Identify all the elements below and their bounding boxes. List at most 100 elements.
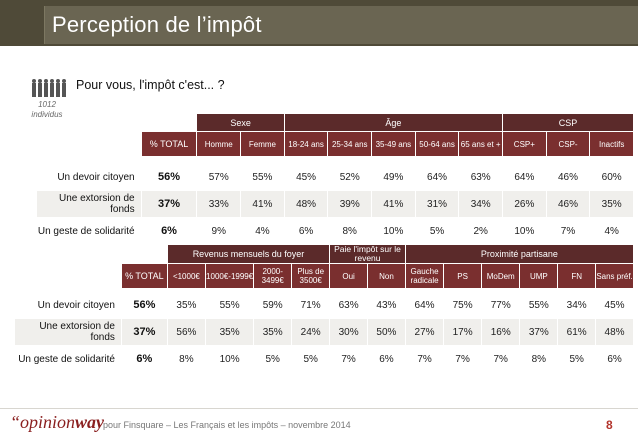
total-value: 6%	[141, 218, 197, 244]
value-cell: 55%	[520, 292, 558, 318]
value-cell: 35%	[590, 191, 633, 217]
total-value: 37%	[121, 319, 167, 345]
column-header: 35-49 ans	[372, 132, 415, 156]
column-header: MoDem	[482, 264, 520, 288]
table-sexe-age-csp: Sexe Âge CSP % TOTAL Homme Femme 18-24 ans 2…	[36, 113, 634, 245]
group-revenus: Revenus mensuels du foyer	[167, 245, 330, 263]
footer-source: pour Finsquare – Les Français et les imp…	[103, 420, 351, 430]
value-cell: 7%	[444, 346, 482, 372]
value-cell: 17%	[444, 319, 482, 345]
column-header: 50-64 ans	[415, 132, 459, 156]
value-cell: 77%	[482, 292, 520, 318]
value-cell: 8%	[520, 346, 558, 372]
column-header: <1000€	[167, 264, 206, 288]
value-cell: 7%	[482, 346, 520, 372]
row-label: Une extorsion de fonds	[15, 319, 121, 345]
question-text: Pour vous, l'impôt c'est... ?	[76, 78, 225, 92]
group-csp: CSP	[503, 114, 633, 131]
group-age: Âge	[284, 114, 503, 131]
people-icon	[32, 79, 66, 97]
value-cell: 33%	[197, 191, 241, 217]
total-value: 37%	[141, 191, 197, 217]
value-cell: 7%	[546, 218, 590, 244]
column-header: Inactifs	[590, 132, 633, 156]
value-cell: 35%	[206, 319, 254, 345]
table-row: Un devoir citoyen 56% 35% 55% 59% 71% 63% 43% 64…	[15, 292, 633, 318]
value-cell: 39%	[328, 191, 372, 217]
column-header: 65 ans et +	[459, 132, 503, 156]
value-cell: 34%	[558, 292, 596, 318]
value-cell: 31%	[415, 191, 459, 217]
total-value: 56%	[121, 292, 167, 318]
table-row: Un devoir citoyen 56% 57% 55% 45% 52% 49% 64% 63…	[37, 164, 633, 190]
row-label: Un geste de solidarité	[15, 346, 121, 372]
value-cell: 6%	[596, 346, 633, 372]
value-cell: 56%	[167, 319, 206, 345]
value-cell: 30%	[330, 319, 368, 345]
value-cell: 5%	[254, 346, 292, 372]
table-revenus-impot-partis: Revenus mensuels du foyer Paie l'impôt s…	[14, 244, 634, 373]
sample-size: 1012 individus	[31, 100, 63, 119]
column-header: 2000-3499€	[254, 264, 292, 288]
column-header: 1000€-1999€	[206, 264, 254, 288]
value-cell: 35%	[167, 292, 206, 318]
column-header: Homme	[197, 132, 241, 156]
column-header: 25-34 ans	[328, 132, 372, 156]
value-cell: 8%	[328, 218, 372, 244]
column-header: Non	[368, 264, 405, 288]
value-cell: 7%	[405, 346, 444, 372]
column-header: CSP-	[546, 132, 590, 156]
value-cell: 55%	[206, 292, 254, 318]
value-cell: 10%	[206, 346, 254, 372]
value-cell: 2%	[459, 218, 503, 244]
value-cell: 26%	[503, 191, 546, 217]
column-header: Gauche radicale	[405, 264, 444, 288]
value-cell: 71%	[292, 292, 330, 318]
value-cell: 75%	[444, 292, 482, 318]
value-cell: 46%	[546, 164, 590, 190]
value-cell: 46%	[546, 191, 590, 217]
value-cell: 5%	[292, 346, 330, 372]
table-row: Une extorsion de fonds 37% 33% 41% 48% 39% 41%…	[37, 191, 633, 217]
column-header: CSP+	[503, 132, 546, 156]
total-value: 6%	[121, 346, 167, 372]
column-header: Plus de 3500€	[292, 264, 330, 288]
total-column-header: % TOTAL	[121, 264, 167, 288]
value-cell: 10%	[372, 218, 415, 244]
value-cell: 50%	[368, 319, 405, 345]
value-cell: 7%	[330, 346, 368, 372]
title-box	[44, 6, 638, 44]
value-cell: 43%	[368, 292, 405, 318]
value-cell: 60%	[590, 164, 633, 190]
column-header: 18-24 ans	[284, 132, 328, 156]
value-cell: 24%	[292, 319, 330, 345]
value-cell: 55%	[241, 164, 284, 190]
value-cell: 48%	[284, 191, 328, 217]
column-header: PS	[444, 264, 482, 288]
column-header: Sans préf.	[596, 264, 633, 288]
footer-divider	[0, 408, 638, 409]
value-cell: 41%	[241, 191, 284, 217]
group-sexe: Sexe	[197, 114, 284, 131]
table-row: Un geste de solidarité 6% 9% 4% 6% 8% 10% 5% 2% 1…	[37, 218, 633, 244]
value-cell: 59%	[254, 292, 292, 318]
value-cell: 4%	[241, 218, 284, 244]
row-label: Un geste de solidarité	[37, 218, 141, 244]
group-impot: Paie l'impôt sur le revenu	[330, 245, 405, 263]
value-cell: 6%	[284, 218, 328, 244]
value-cell: 63%	[330, 292, 368, 318]
total-value: 56%	[141, 164, 197, 190]
value-cell: 64%	[415, 164, 459, 190]
value-cell: 37%	[520, 319, 558, 345]
column-header: FN	[558, 264, 596, 288]
opinionway-logo: “opinionway	[10, 412, 105, 432]
value-cell: 45%	[284, 164, 328, 190]
row-label: Un devoir citoyen	[15, 292, 121, 318]
value-cell: 9%	[197, 218, 241, 244]
column-header: Femme	[241, 132, 284, 156]
value-cell: 45%	[596, 292, 633, 318]
column-header: UMP	[520, 264, 558, 288]
value-cell: 5%	[415, 218, 459, 244]
value-cell: 35%	[254, 319, 292, 345]
value-cell: 48%	[596, 319, 633, 345]
